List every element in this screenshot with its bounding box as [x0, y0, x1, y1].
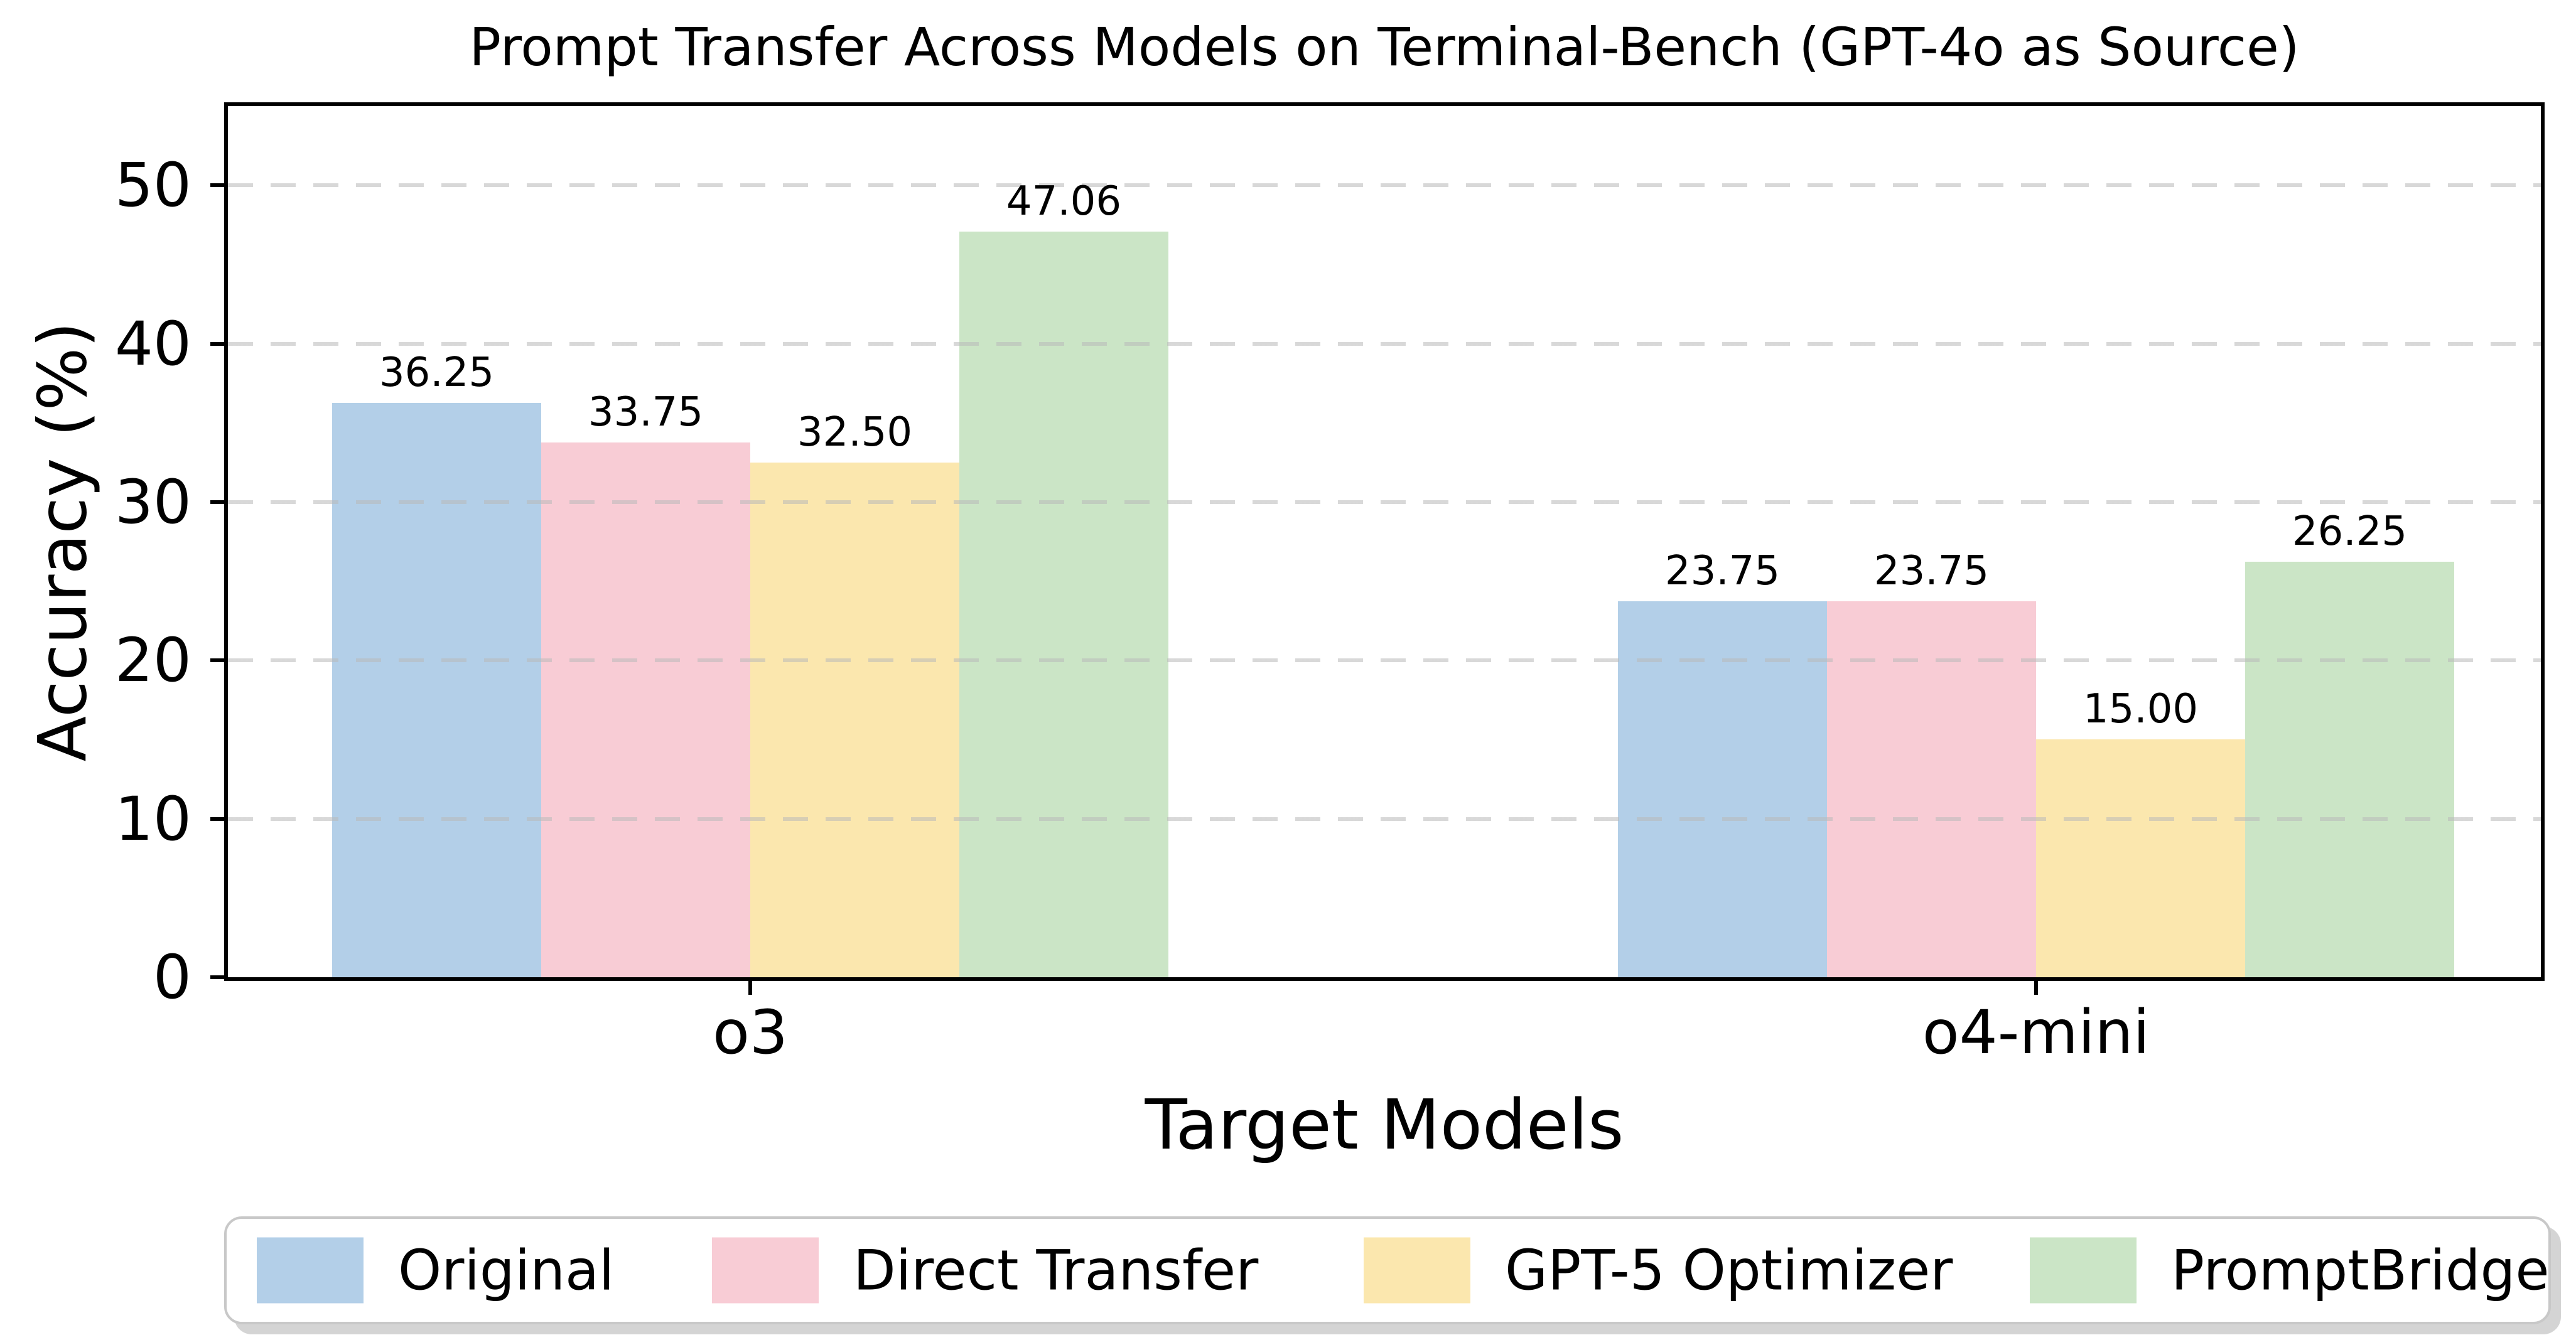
y-tick — [210, 975, 224, 979]
legend-item-direct-transfer: Direct Transfer — [712, 1237, 1259, 1304]
bar-value-label: 33.75 — [588, 389, 704, 436]
bar-value-label: 23.75 — [1873, 547, 1990, 594]
legend-item-promptbridge: PromptBridge — [2030, 1237, 2550, 1304]
y-tick — [210, 183, 224, 188]
gridline — [228, 658, 2541, 663]
bar-value-label: 26.25 — [2292, 508, 2408, 555]
y-tick-label: 10 — [114, 783, 191, 854]
x-tick — [748, 981, 752, 995]
y-tick — [210, 817, 224, 821]
x-tick — [2034, 981, 2038, 995]
bar-o3-direct-transfer — [541, 442, 750, 977]
chart-title: Prompt Transfer Across Models on Termina… — [469, 16, 2300, 78]
x-axis-label: Target Models — [1145, 1085, 1624, 1165]
bar-o3-gpt-5-optimizer — [750, 462, 959, 977]
bar-value-label: 36.25 — [379, 350, 495, 397]
legend-swatch — [1364, 1237, 1470, 1304]
bar-o3-original — [332, 403, 541, 977]
y-tick — [210, 658, 224, 663]
bar-o3-promptbridge — [959, 232, 1168, 977]
legend: Original Direct Transfer GPT-5 Optimizer Pr… — [224, 1216, 2551, 1324]
bar-o4-mini-gpt-5-optimizer — [2036, 739, 2245, 977]
plot-area: 36.25 33.75 32.50 47.06 23.75 23.75 15.00 26.25… — [115, 102, 2545, 1066]
y-tick-label: 20 — [114, 625, 191, 696]
x-tick-label-o4-mini: o4-mini — [1922, 997, 2150, 1068]
legend-label: Original — [398, 1238, 615, 1302]
y-tick-label: 40 — [114, 308, 191, 379]
legend-label: Direct Transfer — [853, 1238, 1259, 1302]
y-tick-label: 0 — [153, 942, 191, 1012]
legend-swatch — [2030, 1237, 2137, 1304]
y-tick — [210, 500, 224, 504]
bar-value-label: 32.50 — [797, 409, 913, 456]
gridline — [228, 817, 2541, 821]
legend-item-gpt-5-optimizer: GPT-5 Optimizer — [1364, 1237, 1953, 1304]
legend-item-original: Original — [257, 1237, 615, 1304]
legend-swatch — [712, 1237, 819, 1304]
bar-value-label: 23.75 — [1664, 547, 1781, 594]
y-tick — [210, 341, 224, 346]
bar-o4-mini-promptbridge — [2245, 561, 2454, 977]
gridline — [228, 500, 2541, 504]
legend-label: GPT-5 Optimizer — [1505, 1238, 1953, 1302]
bar-o4-mini-direct-transfer — [1827, 601, 2036, 977]
bar-value-label: 15.00 — [2083, 686, 2199, 733]
legend-label: PromptBridge — [2171, 1238, 2550, 1302]
bar-o4-mini-original — [1618, 601, 1827, 977]
y-axis-label: Accuracy (%) — [24, 321, 102, 762]
gridline — [228, 183, 2541, 188]
legend-swatch — [257, 1237, 364, 1304]
x-tick-label-o3: o3 — [713, 997, 788, 1068]
y-tick-label: 50 — [114, 150, 191, 221]
gridline — [228, 341, 2541, 346]
y-tick-label: 30 — [114, 466, 191, 537]
bar-value-label: 47.06 — [1006, 178, 1122, 225]
